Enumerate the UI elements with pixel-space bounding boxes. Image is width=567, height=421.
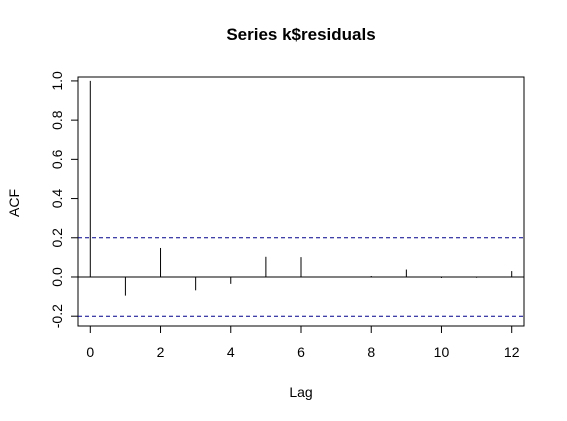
y-axis: -0.2 0.0 0.2 0.4 0.6 0.8 1.0 xyxy=(49,71,79,328)
x-axis-label: Lag xyxy=(289,384,312,400)
acf-bars xyxy=(89,80,513,296)
y-tick-label: 0.6 xyxy=(49,149,65,169)
chart-title: Series k$residuals xyxy=(226,25,375,44)
y-axis-label: ACF xyxy=(6,189,22,217)
y-tick-label: -0.2 xyxy=(49,304,65,328)
x-tick-label: 8 xyxy=(367,344,375,360)
x-tick-label: 4 xyxy=(227,344,235,360)
x-tick-label: 10 xyxy=(434,344,450,360)
x-axis: 0 2 4 6 8 10 12 xyxy=(86,325,520,360)
x-tick-label: 6 xyxy=(297,344,305,360)
plot-frame xyxy=(77,76,525,327)
x-tick-label: 12 xyxy=(504,344,520,360)
y-tick-label: 0.4 xyxy=(49,189,65,209)
y-tick-label: 0.8 xyxy=(49,110,65,130)
x-tick-label: 0 xyxy=(86,344,94,360)
y-tick-label: 1.0 xyxy=(49,71,65,91)
confidence-bounds xyxy=(78,237,524,317)
y-tick-label: 0.0 xyxy=(49,267,65,287)
y-tick-label: 0.2 xyxy=(49,228,65,248)
x-tick-label: 2 xyxy=(157,344,165,360)
